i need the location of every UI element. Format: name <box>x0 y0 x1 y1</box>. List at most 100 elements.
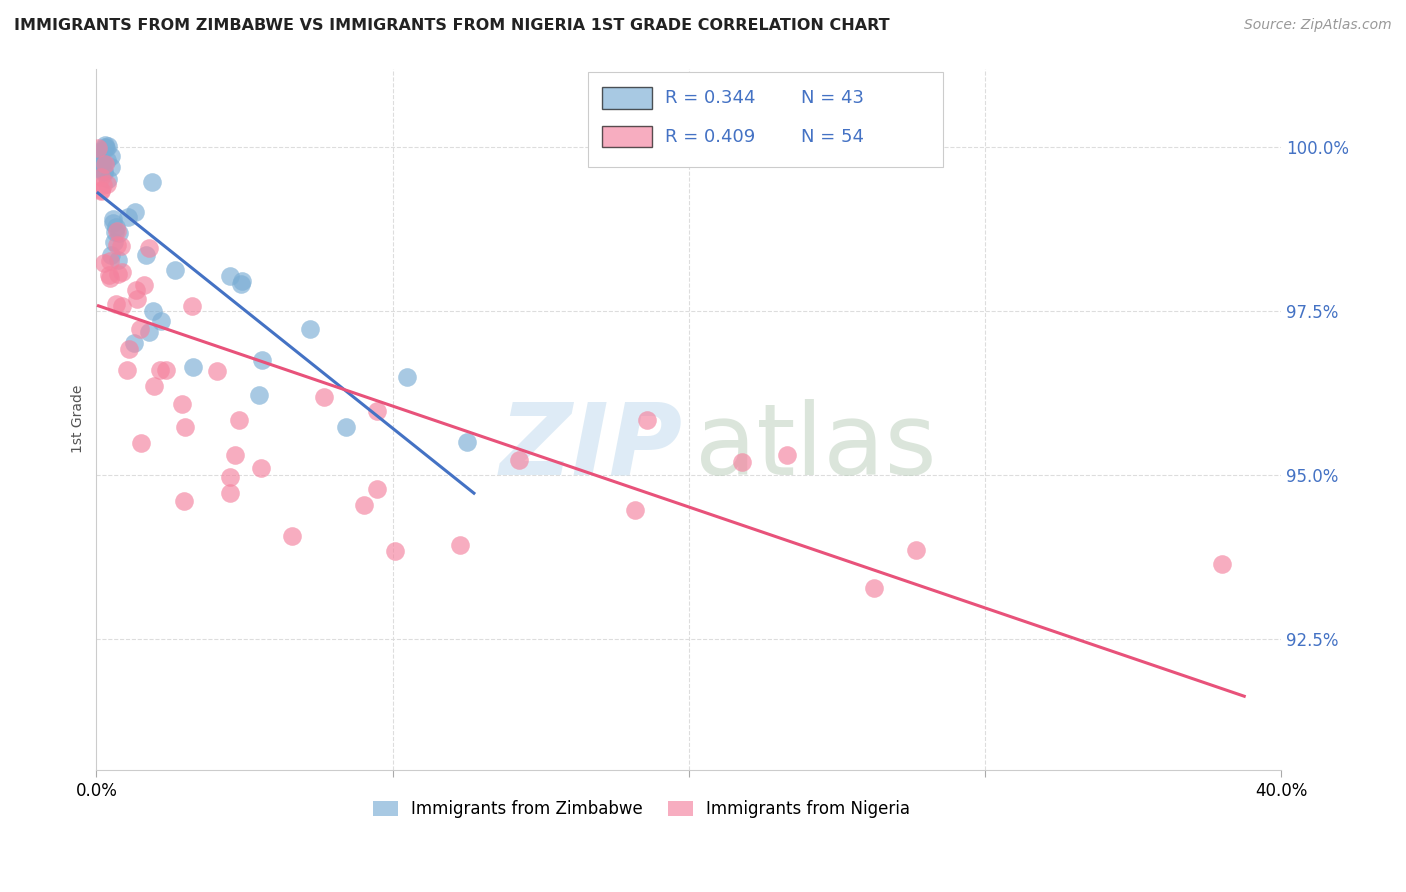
Point <box>125 292 148 306</box>
Point <box>90 182 112 196</box>
Point <box>142 304 165 318</box>
Point <box>104 225 127 239</box>
Point <box>138 325 160 339</box>
Point <box>96 177 118 191</box>
Point <box>219 268 242 283</box>
Point <box>96 153 118 168</box>
Point <box>107 252 129 267</box>
Point <box>135 248 157 262</box>
Point <box>904 543 927 558</box>
Point <box>247 388 270 402</box>
Point <box>863 581 886 595</box>
Text: IMMIGRANTS FROM ZIMBABWE VS IMMIGRANTS FROM NIGERIA 1ST GRADE CORRELATION CHART: IMMIGRANTS FROM ZIMBABWE VS IMMIGRANTS F… <box>14 18 890 33</box>
Point <box>94 138 117 153</box>
Point <box>219 470 242 484</box>
Point <box>456 435 478 450</box>
FancyBboxPatch shape <box>602 87 652 109</box>
Point <box>636 413 658 427</box>
Point <box>89 149 111 163</box>
Point <box>280 529 302 543</box>
Point <box>129 322 152 336</box>
Point <box>231 274 253 288</box>
Text: atlas: atlas <box>695 399 936 496</box>
Point <box>94 140 117 154</box>
Point <box>335 420 357 434</box>
Point <box>118 342 141 356</box>
Point <box>91 178 114 192</box>
Point <box>219 486 242 500</box>
Point <box>508 453 530 467</box>
Point <box>384 543 406 558</box>
Text: Source: ZipAtlas.com: Source: ZipAtlas.com <box>1244 18 1392 32</box>
Point <box>110 239 132 253</box>
Point <box>353 498 375 512</box>
Point <box>124 205 146 219</box>
Point <box>87 141 110 155</box>
Point <box>97 171 120 186</box>
Point <box>103 235 125 249</box>
Point <box>180 299 202 313</box>
Point <box>174 420 197 434</box>
Point <box>229 277 252 291</box>
Point <box>107 238 129 252</box>
Point <box>143 378 166 392</box>
Point <box>172 397 194 411</box>
Point <box>111 265 134 279</box>
Point <box>117 211 139 225</box>
Point <box>96 141 118 155</box>
Point <box>181 359 204 374</box>
Point <box>104 297 127 311</box>
Point <box>623 503 645 517</box>
Point <box>207 364 229 378</box>
Point <box>93 166 115 180</box>
Point <box>252 353 274 368</box>
Point <box>87 145 110 159</box>
Point <box>97 268 120 282</box>
Point <box>103 216 125 230</box>
Point <box>155 363 177 377</box>
Point <box>731 455 754 469</box>
Text: ZIP: ZIP <box>499 399 683 496</box>
Text: N = 54: N = 54 <box>801 128 865 145</box>
Point <box>165 262 187 277</box>
Legend: Immigrants from Zimbabwe, Immigrants from Nigeria: Immigrants from Zimbabwe, Immigrants fro… <box>366 794 917 825</box>
Point <box>97 139 120 153</box>
Point <box>314 390 336 404</box>
Point <box>366 483 388 497</box>
Point <box>100 248 122 262</box>
Point <box>87 154 110 169</box>
Point <box>100 161 122 175</box>
Text: N = 43: N = 43 <box>801 89 865 107</box>
Point <box>173 494 195 508</box>
Point <box>122 335 145 350</box>
Point <box>103 212 125 227</box>
Point <box>93 256 115 270</box>
Point <box>90 169 112 184</box>
Point <box>141 175 163 189</box>
Point <box>249 460 271 475</box>
FancyBboxPatch shape <box>588 72 943 167</box>
Point <box>93 163 115 178</box>
Point <box>134 277 156 292</box>
Point <box>98 271 121 285</box>
Point <box>149 314 172 328</box>
Point <box>125 283 148 297</box>
Text: R = 0.409: R = 0.409 <box>665 128 755 145</box>
Point <box>148 363 170 377</box>
Point <box>89 161 111 176</box>
Point <box>104 219 127 234</box>
Point <box>449 538 471 552</box>
Point <box>228 413 250 427</box>
Point <box>108 226 131 240</box>
Point <box>117 363 139 377</box>
Point <box>105 224 128 238</box>
Point <box>90 184 112 198</box>
Point <box>1211 557 1233 571</box>
Point <box>366 404 388 418</box>
Point <box>100 149 122 163</box>
Point <box>107 267 129 281</box>
Point <box>129 435 152 450</box>
Point <box>98 253 121 268</box>
Text: R = 0.344: R = 0.344 <box>665 89 755 107</box>
Point <box>94 157 117 171</box>
